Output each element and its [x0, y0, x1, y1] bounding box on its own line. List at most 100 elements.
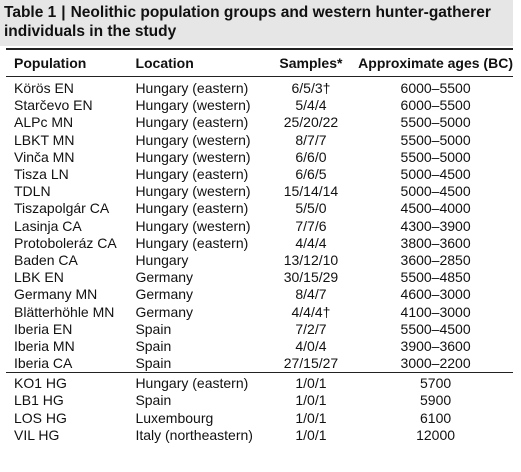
table-cell: LOS HG [14, 409, 67, 426]
table-cell: 3900–3600 [400, 337, 471, 354]
table-cell: 5000–4500 [400, 166, 471, 183]
table-cell: LB1 HG [14, 392, 64, 409]
table-cell: Protoboleráz CA [14, 234, 117, 251]
table-row: Starčevo EN Hungary (western) 5/4/4 6000–55… [6, 97, 513, 114]
table-row: LB1 HG Spain 1/0/1 5900 [6, 392, 513, 409]
table-cell: 5900 [420, 392, 452, 409]
table: Population Location Samples* Approximate ag… [6, 48, 513, 444]
table-cell: VIL HG [14, 426, 60, 443]
table-cell: Körös EN [14, 80, 74, 97]
table-row: KO1 HG Hungary (eastern) 1/0/1 5700 [6, 372, 513, 393]
table-row: LBKT MN Hungary (western) 8/7/7 5500–5000 [6, 132, 513, 149]
table-row: Tiszapolgár CA Hungary (eastern) 5/5/0 4500… [6, 200, 513, 217]
table-cell: KO1 HG [6, 372, 128, 393]
table-cell: Iberia CA [14, 355, 73, 372]
table-cell: Hungary (eastern) [135, 234, 249, 251]
column-header: Location [127, 48, 264, 77]
table-cell: Starčevo EN [14, 97, 93, 114]
table-cell: 5/5/0 [295, 200, 327, 217]
table-row: Tisza LN Hungary (eastern) 6/6/5 5000–4500 [6, 166, 513, 183]
table-row: Protoboleráz CA Hungary (eastern) 4/4/4 380… [6, 235, 513, 252]
table-cell: 5500–4850 [400, 269, 471, 286]
table-cell: Spain [135, 392, 172, 409]
table-cell: Spain [135, 320, 172, 337]
table-cell: Hungary (western) [135, 217, 251, 234]
table-cell: Hungary (western) [135, 97, 251, 114]
table-cell: 5500–4500 [400, 320, 471, 337]
table-cell: 5500–5000 [400, 114, 471, 131]
table-cell: 4500–4000 [400, 200, 471, 217]
table-cell: Germany [135, 286, 194, 303]
table-cell: 5/4/4 [295, 97, 327, 114]
table-cell: Luxembourg [135, 409, 214, 426]
column-header: Approximate ages (BC) [350, 48, 513, 77]
table-cell: Germany [135, 269, 194, 286]
table-cell: 1/0/1 [263, 372, 351, 393]
table-cell: TDLN [14, 183, 51, 200]
table-cell: 6/5/3† [291, 80, 331, 97]
table-cell: 4/0/4 [295, 337, 327, 354]
table-cell: 12000 [416, 426, 456, 443]
table-cell: 7/7/6 [295, 217, 327, 234]
table-cell: 25/20/22 [283, 114, 339, 131]
table-cell: 27/15/27 [283, 355, 339, 372]
table-cell: 4300–3900 [400, 217, 471, 234]
table-cell: 1/0/1 [295, 409, 327, 426]
table-cell: Vinča MN [14, 148, 75, 165]
table-row: Iberia EN Spain 7/2/7 5500–4500 [6, 321, 513, 338]
table-cell: 5000–4500 [400, 183, 471, 200]
table-cell: Hungary (western) [135, 183, 251, 200]
table-cell: 5700 [350, 372, 513, 393]
table-cell: Tiszapolgár CA [14, 200, 110, 217]
table-cell: Blätterhöhle MN [14, 303, 115, 320]
table-cell: 3600–2850 [400, 251, 471, 268]
table-cell: Hungary (western) [135, 131, 251, 148]
table-cell: 6/6/5 [295, 166, 327, 183]
table-cell: 8/7/7 [295, 131, 327, 148]
table-head: Population Location Samples* Approximate ag… [6, 48, 513, 77]
table-cell: 5500–5000 [400, 131, 471, 148]
table-row: Lasinja CA Hungary (western) 7/7/6 4300–390… [6, 218, 513, 235]
table-cell: Spain [135, 337, 172, 354]
table-row: Vinča MN Hungary (western) 6/6/0 5500–5000 [6, 149, 513, 166]
table-row: LBK EN Germany 30/15/29 5500–4850 [6, 269, 513, 286]
table-cell: Hungary (eastern) [135, 200, 249, 217]
table-cell: 7/2/7 [295, 320, 327, 337]
table-cell: 4/4/4 [295, 234, 327, 251]
table-cell: Germany [135, 303, 194, 320]
table-cell: 1/0/1 [295, 392, 327, 409]
column-header: Samples* [263, 48, 351, 77]
table-row: ALPc MN Hungary (eastern) 25/20/22 5500–500… [6, 114, 513, 131]
table-row: TDLN Hungary (western) 15/14/14 5000–4500 [6, 183, 513, 200]
table-cell: Spain [135, 355, 172, 372]
table-cell: 30/15/29 [283, 269, 339, 286]
table-cell: 1/0/1 [295, 426, 327, 443]
table-cell: Hungary (western) [135, 148, 251, 165]
table-cell: Germany MN [14, 286, 98, 303]
table-row: Iberia CA Spain 27/15/27 3000–2200 [6, 355, 513, 373]
table-cell: 5500–5000 [400, 148, 471, 165]
table-row: Iberia MN Spain 4/0/4 3900–3600 [6, 338, 513, 355]
table-cell: 6000–5500 [400, 80, 471, 97]
table-cell: ALPc MN [14, 114, 74, 131]
table-label: Table 1 [4, 4, 57, 21]
table-title: Neolithic population groups and western … [4, 4, 491, 40]
table-cell: Baden CA [14, 251, 78, 268]
table-cell: 13/12/10 [283, 251, 339, 268]
table-row: Germany MN Germany 8/4/7 4600–3000 [6, 286, 513, 303]
table-row: Körös EN Hungary (eastern) 6/5/3† 6000–5500 [6, 77, 513, 98]
table-cell: 15/14/14 [283, 183, 339, 200]
table-cell: 3000–2200 [400, 355, 471, 372]
table-cell: Hungary (eastern) [135, 166, 249, 183]
table-cell: Iberia EN [14, 320, 73, 337]
table-row: VIL HG Italy (northeastern) 1/0/1 12000 [6, 427, 513, 444]
table-cell: 4100–3000 [400, 303, 471, 320]
table-row: LOS HG Luxembourg 1/0/1 6100 [6, 410, 513, 427]
table-cell: Tisza LN [14, 166, 69, 183]
table-cell: Iberia MN [14, 337, 75, 354]
table-cell: Italy (northeastern) [135, 426, 253, 443]
table-row: Blätterhöhle MN Germany 4/4/4† 4100–3000 [6, 303, 513, 320]
separator: | [61, 4, 66, 21]
table-body: Körös EN Hungary (eastern) 6/5/3† 6000–5500… [6, 77, 513, 444]
